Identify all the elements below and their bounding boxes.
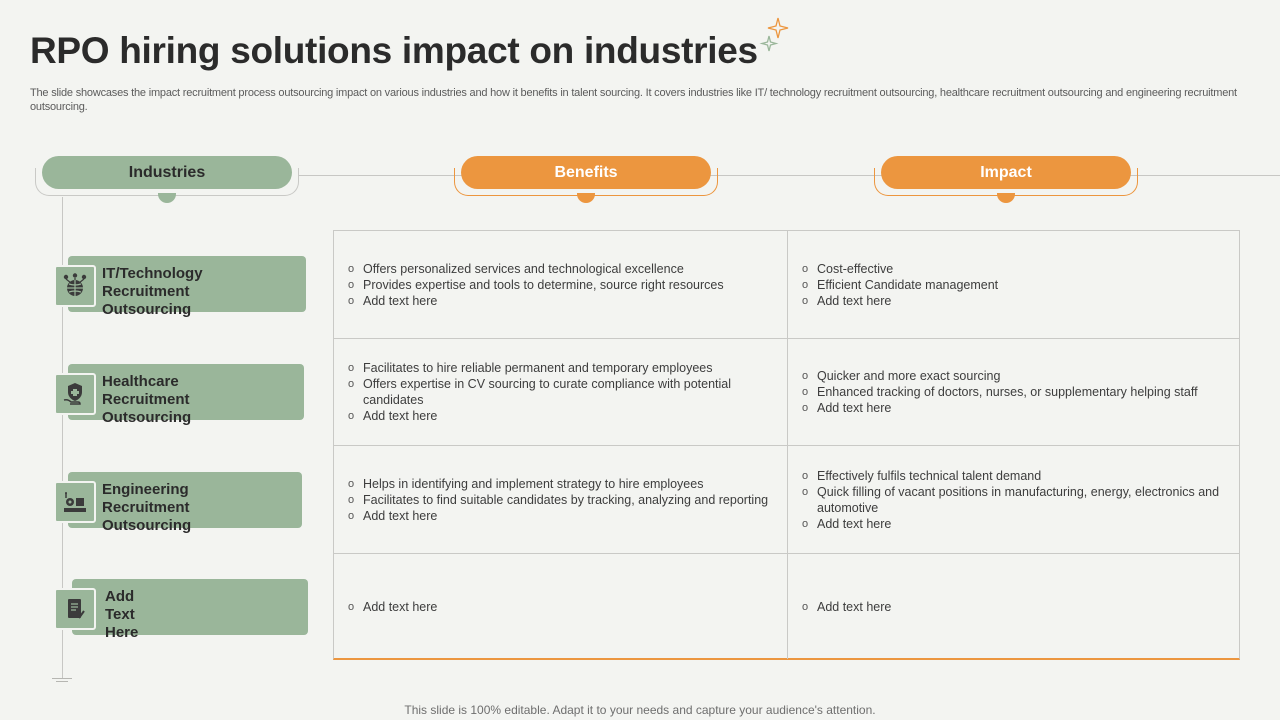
- footer-note: This slide is 100% editable. Adapt it to…: [404, 703, 876, 717]
- list-item: Offers personalized services and technol…: [348, 261, 787, 277]
- document-pen-icon: [54, 588, 96, 630]
- list-item: Add text here: [802, 400, 1239, 416]
- header-benefits-label: Benefits: [461, 156, 711, 189]
- list-item: Add text here: [348, 293, 787, 309]
- header-connector-line: [298, 175, 1280, 176]
- list-item: Enhanced tracking of doctors, nurses, or…: [802, 384, 1239, 400]
- impact-cell: Add text here: [788, 554, 1239, 659]
- header-industries-label: Industries: [42, 156, 292, 189]
- industry-label-line: IT/Technology: [102, 265, 203, 282]
- benefits-cell: Add text here: [334, 554, 788, 659]
- industry-label: IT/Technology Recruitment Outsourcing: [102, 265, 203, 319]
- list-item: Add text here: [348, 508, 787, 524]
- benefits-cell: Helps in identifying and implement strat…: [334, 446, 788, 554]
- industry-card-bg: [68, 256, 306, 312]
- industry-label: Healthcare Recruitment Outsourcing: [102, 373, 191, 427]
- impact-cell: Cost-effective Efficient Candidate manag…: [788, 231, 1239, 339]
- timeline-foot-inner: [56, 681, 68, 682]
- list-item: Facilitates to hire reliable permanent a…: [348, 360, 787, 376]
- industry-label-line: Engineering: [102, 481, 189, 498]
- header-notch: [577, 193, 595, 203]
- shield-hand-icon: [54, 373, 96, 415]
- list-item: Provides expertise and tools to determin…: [348, 277, 787, 293]
- industry-label-line: Text Here: [105, 606, 139, 641]
- industry-label-line: Add: [105, 588, 135, 605]
- benefits-impact-table: Offers personalized services and technol…: [333, 230, 1240, 660]
- industry-label-line: Healthcare: [102, 373, 179, 390]
- header-notch: [158, 193, 176, 203]
- header-notch: [997, 193, 1015, 203]
- list-item: Add text here: [348, 599, 787, 615]
- timeline-foot: [52, 678, 72, 679]
- benefits-cell: Facilitates to hire reliable permanent a…: [334, 339, 788, 446]
- impact-cell: Effectively fulfils technical talent dem…: [788, 446, 1239, 554]
- list-item: Add text here: [802, 516, 1239, 532]
- list-item: Facilitates to find suitable candidates …: [348, 492, 787, 508]
- engineering-tools-icon: [54, 481, 96, 523]
- industry-card-bg: [72, 579, 308, 635]
- industry-label-line: Recruitment Outsourcing: [102, 283, 192, 318]
- list-item: Add text here: [802, 293, 1239, 309]
- benefits-cell: Offers personalized services and technol…: [334, 231, 788, 339]
- list-item: Efficient Candidate management: [802, 277, 1239, 293]
- impact-cell: Quicker and more exact sourcing Enhanced…: [788, 339, 1239, 446]
- list-item: Offers expertise in CV sourcing to curat…: [348, 376, 787, 408]
- list-item: Add text here: [348, 408, 787, 424]
- header-impact-label: Impact: [881, 156, 1131, 189]
- list-item: Helps in identifying and implement strat…: [348, 476, 787, 492]
- globe-network-icon: [54, 265, 96, 307]
- list-item: Quicker and more exact sourcing: [802, 368, 1239, 384]
- industry-card-bg: [68, 472, 302, 528]
- industry-label-line: Recruitment Outsourcing: [102, 391, 192, 426]
- industry-label: Engineering Recruitment Outsourcing: [102, 481, 191, 535]
- sparkle-icon: [759, 17, 789, 52]
- list-item: Add text here: [802, 599, 1239, 615]
- industry-label-line: Recruitment Outsourcing: [102, 499, 192, 534]
- list-item: Quick filling of vacant positions in man…: [802, 484, 1239, 516]
- industry-card-bg: [68, 364, 304, 420]
- list-item: Cost-effective: [802, 261, 1239, 277]
- timeline-line: [62, 197, 63, 679]
- list-item: Effectively fulfils technical talent dem…: [802, 468, 1239, 484]
- industry-label: Add Text Here: [105, 588, 138, 642]
- page-subtitle: The slide showcases the impact recruitme…: [30, 87, 1237, 113]
- page-title: RPO hiring solutions impact on industrie…: [30, 30, 758, 71]
